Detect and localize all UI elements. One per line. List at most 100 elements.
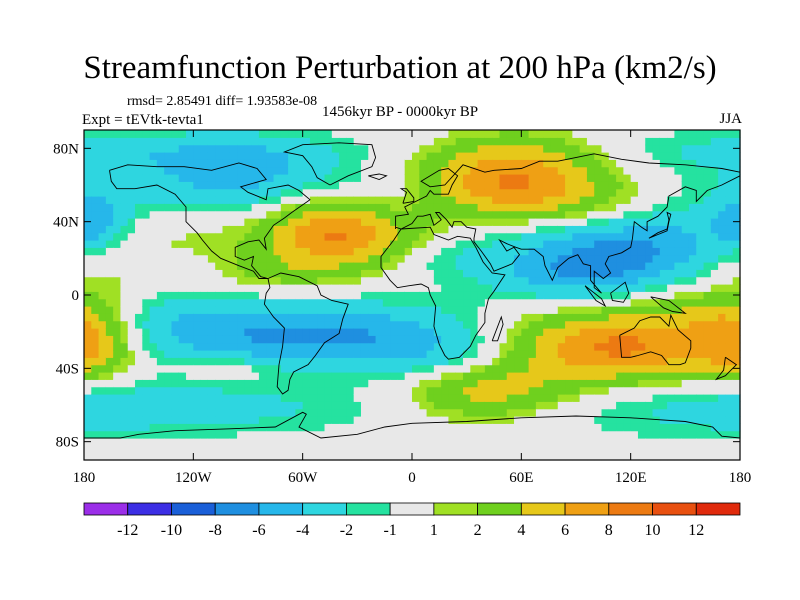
field-cell [718, 401, 727, 410]
field-cell [630, 284, 639, 292]
field-cell [353, 445, 362, 454]
field-cell [295, 166, 304, 175]
field-cell [659, 328, 668, 336]
field-cell [404, 254, 413, 263]
field-cell [273, 350, 282, 358]
field-cell [441, 144, 450, 153]
field-cell [586, 254, 595, 263]
field-cell [237, 401, 245, 410]
field-cell [135, 438, 143, 446]
field-cell [601, 240, 610, 248]
field-cell [484, 401, 493, 410]
field-cell [608, 320, 617, 329]
field-cell [710, 137, 719, 146]
field-cell [375, 137, 384, 146]
field-cell [324, 372, 333, 380]
field-cell [302, 232, 311, 241]
field-cell [477, 313, 486, 322]
field-cell [718, 159, 727, 168]
field-cell [492, 210, 501, 219]
field-cell [280, 210, 289, 219]
field-cell [207, 144, 216, 153]
field-cell [302, 152, 311, 160]
field-cell [616, 350, 624, 358]
field-cell [156, 247, 165, 256]
field-cell [229, 306, 238, 314]
field-cell [725, 350, 734, 358]
field-cell [492, 306, 501, 314]
field-cell [84, 357, 92, 366]
field-cell [135, 416, 143, 424]
field-cell [557, 159, 566, 168]
field-cell [448, 452, 457, 461]
field-cell [718, 166, 727, 175]
field-cell [433, 386, 442, 395]
field-cell [251, 203, 260, 212]
field-cell [681, 408, 690, 417]
field-cell [667, 423, 675, 432]
field-cell [215, 408, 224, 417]
field-cell [215, 416, 224, 424]
field-cell [499, 445, 508, 454]
field-cell [375, 306, 384, 314]
field-cell [732, 130, 741, 138]
field-cell [681, 159, 690, 168]
field-cell [565, 445, 573, 454]
field-cell [397, 196, 406, 204]
field-cell [586, 372, 595, 380]
field-cell [200, 306, 209, 314]
field-cell [353, 408, 362, 417]
field-cell [105, 269, 114, 278]
field-cell [266, 196, 275, 204]
field-cell [382, 269, 391, 278]
field-cell [164, 386, 173, 395]
field-cell [142, 452, 151, 461]
field-cell [543, 350, 552, 358]
field-cell [681, 225, 690, 234]
field-cell [193, 137, 202, 146]
field-cell [346, 262, 355, 270]
field-cell [484, 357, 493, 366]
field-cell [419, 306, 428, 314]
field-cell [616, 232, 624, 241]
field-cell [601, 408, 610, 417]
field-cell [543, 232, 552, 241]
field-cell [346, 313, 355, 322]
field-cell [84, 416, 92, 424]
field-cell [390, 284, 399, 292]
field-cell [725, 203, 734, 212]
field-cell [302, 269, 311, 278]
field-cell [535, 423, 544, 432]
field-cell [360, 166, 369, 175]
field-cell [390, 313, 399, 322]
field-cell [433, 276, 442, 285]
field-cell [91, 284, 100, 292]
field-cell [317, 401, 326, 410]
field-cell [455, 416, 464, 424]
colorbar-label: 10 [645, 522, 661, 539]
colorbar-label: -1 [383, 522, 396, 539]
field-cell [346, 232, 355, 241]
field-cell [237, 350, 245, 358]
field-cell [98, 174, 107, 182]
field-cell [164, 210, 173, 219]
field-cell [463, 144, 471, 153]
field-cell [120, 130, 129, 138]
field-cell [630, 269, 639, 278]
field-cell [266, 445, 275, 454]
field-cell [215, 152, 224, 160]
field-cell [630, 232, 639, 241]
field-cell [703, 254, 712, 263]
field-cell [375, 269, 384, 278]
field-cell [346, 350, 355, 358]
field-cell [412, 284, 420, 292]
field-cell [135, 247, 143, 256]
field-cell [667, 379, 675, 388]
field-cell [302, 364, 311, 373]
field-cell [426, 328, 435, 336]
field-cell [288, 203, 296, 212]
field-cell [637, 430, 646, 439]
field-cell [419, 430, 428, 439]
field-cell [557, 254, 566, 263]
field-cell [499, 247, 508, 256]
